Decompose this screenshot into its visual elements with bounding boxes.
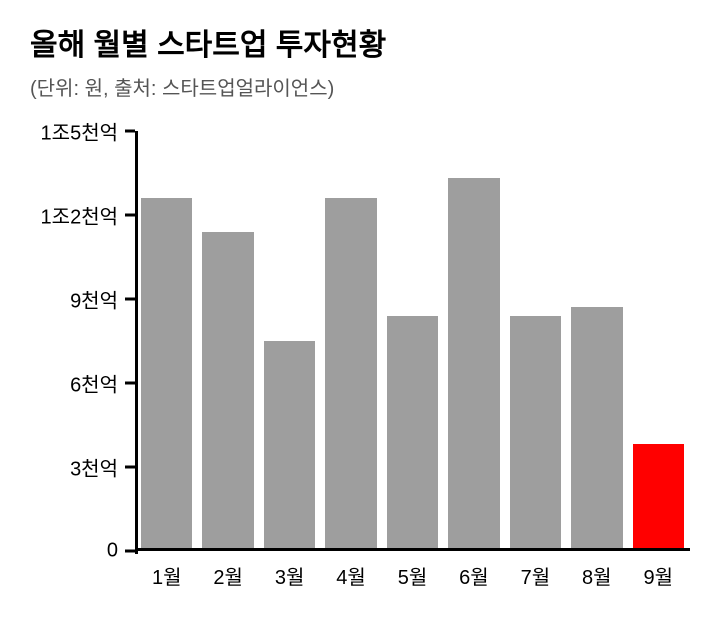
bar: [387, 316, 438, 548]
bar: [633, 444, 684, 548]
bar: [141, 198, 192, 548]
x-axis-label: 5월: [387, 561, 438, 590]
x-axis-label: 1월: [141, 561, 192, 590]
bar: [571, 307, 622, 548]
y-axis-label: 9천억: [70, 285, 118, 314]
y-axis-label: 6천억: [70, 369, 118, 398]
bar: [202, 232, 253, 548]
y-axis-label: 3천억: [70, 453, 118, 482]
y-axis-labels: 1조5천억1조2천억9천억6천억3천억0: [30, 131, 130, 551]
x-axis-labels: 1월 2월 3월 4월 5월 6월 7월 8월 9월: [135, 561, 690, 590]
x-axis-label: 3월: [264, 561, 315, 590]
chart-title: 올해 월별 스타트업 투자현황: [30, 20, 693, 64]
x-axis-label: 8월: [571, 561, 622, 590]
y-axis-tick: [125, 214, 135, 217]
y-axis-tick: [125, 466, 135, 469]
y-axis-tick: [125, 382, 135, 385]
bars-container: [135, 131, 690, 548]
bar: [325, 198, 376, 548]
bar: [264, 341, 315, 548]
plot-area: [135, 131, 690, 551]
x-axis-label: 6월: [448, 561, 499, 590]
bar: [510, 316, 561, 548]
bar: [448, 178, 499, 548]
x-axis-label: 4월: [325, 561, 376, 590]
y-axis-label: 1조2천억: [41, 201, 118, 230]
y-axis-tick: [125, 550, 135, 553]
chart-subtitle: (단위: 원, 출처: 스타트업얼라이언스): [30, 72, 693, 101]
y-axis-tick: [125, 298, 135, 301]
y-axis-label: 1조5천억: [41, 117, 118, 146]
x-axis-label: 2월: [202, 561, 253, 590]
chart-area: 1조5천억1조2천억9천억6천억3천억0 1월2월3월4월5월6월7월8월9월: [30, 131, 690, 611]
y-axis-tick: [125, 130, 135, 133]
y-axis-label: 0: [107, 540, 118, 563]
x-axis-label: 7월: [510, 561, 561, 590]
x-axis-label: 9월: [633, 561, 684, 590]
